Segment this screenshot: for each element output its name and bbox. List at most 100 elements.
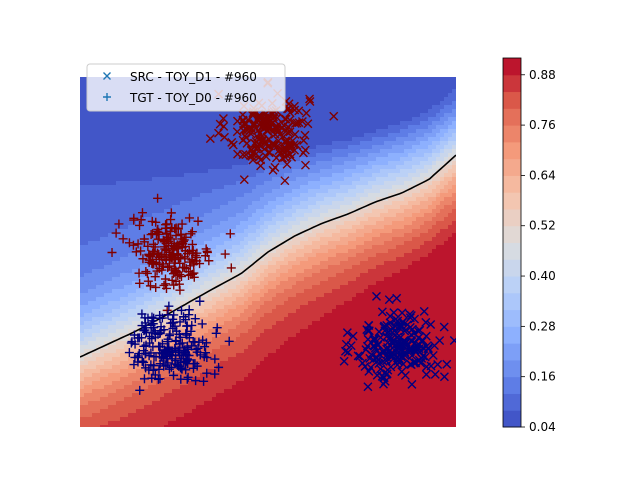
contour-cell [436, 109, 441, 114]
contour-cell [104, 233, 109, 238]
contour-cell [164, 201, 169, 206]
contour-cell [84, 261, 89, 266]
contour-cell [96, 285, 101, 290]
contour-cell [436, 137, 441, 142]
contour-cell [360, 125, 365, 130]
contour-cell [224, 149, 229, 154]
contour-cell [412, 89, 417, 94]
contour-cell [120, 125, 125, 130]
contour-cell [388, 157, 393, 162]
contour-cell [364, 281, 369, 286]
contour-cell [336, 193, 341, 198]
contour-cell [316, 225, 321, 230]
contour-cell [172, 121, 177, 126]
contour-cell [80, 185, 85, 190]
contour-cell [124, 157, 129, 162]
contour-cell [348, 157, 353, 162]
contour-cell [432, 157, 437, 162]
contour-cell [336, 201, 341, 206]
contour-cell [108, 273, 113, 278]
contour-cell [212, 145, 217, 150]
contour-cell [196, 113, 201, 118]
contour-cell [416, 225, 421, 230]
contour-cell [400, 113, 405, 118]
contour-cell [160, 145, 165, 150]
contour-cell [444, 181, 449, 186]
contour-cell [392, 93, 397, 98]
contour-cell [428, 193, 433, 198]
contour-cell [388, 177, 393, 182]
contour-cell [196, 181, 201, 186]
contour-cell [200, 125, 205, 130]
contour-cell [308, 169, 313, 174]
contour-cell [400, 149, 405, 154]
contour-cell [96, 117, 101, 122]
contour-cell [304, 109, 309, 114]
contour-cell [164, 113, 169, 118]
contour-cell [360, 137, 365, 142]
contour-cell [184, 189, 189, 194]
contour-cell [224, 205, 229, 210]
contour-cell [428, 93, 433, 98]
contour-cell [104, 145, 109, 150]
contour-cell [160, 185, 165, 190]
contour-cell [80, 169, 85, 174]
contour-cell [376, 265, 381, 270]
contour-cell [248, 261, 253, 266]
contour-cell [376, 285, 381, 290]
contour-cell [248, 257, 253, 262]
contour-cell [124, 245, 129, 250]
contour-cell [312, 113, 317, 118]
contour-cell [436, 77, 441, 82]
contour-cell [136, 285, 141, 290]
contour-cell [172, 189, 177, 194]
contour-cell [300, 273, 305, 278]
contour-cell [292, 205, 297, 210]
contour-cell [300, 157, 305, 162]
contour-cell [436, 285, 441, 290]
contour-cell [392, 249, 397, 254]
contour-cell [204, 141, 209, 146]
contour-cell [380, 229, 385, 234]
contour-cell [356, 101, 361, 106]
contour-cell [320, 281, 325, 286]
contour-cell [284, 81, 289, 86]
contour-cell [352, 193, 357, 198]
contour-cell [416, 237, 421, 242]
contour-cell [216, 189, 221, 194]
contour-cell [364, 269, 369, 274]
contour-cell [204, 261, 209, 266]
contour-cell [360, 209, 365, 214]
contour-cell [212, 113, 217, 118]
contour-cell [132, 189, 137, 194]
contour-cell [436, 173, 441, 178]
contour-cell [212, 177, 217, 182]
contour-cell [132, 205, 137, 210]
contour-cell [448, 245, 453, 250]
contour-cell [80, 117, 85, 122]
contour-cell [352, 141, 357, 146]
contour-cell [188, 145, 193, 150]
contour-cell [272, 253, 277, 258]
contour-cell [144, 281, 149, 286]
contour-cell [104, 209, 109, 214]
contour-cell [308, 249, 313, 254]
contour-cell [408, 161, 413, 166]
contour-cell [96, 125, 101, 130]
contour-cell [88, 269, 93, 274]
contour-cell [180, 117, 185, 122]
contour-cell [144, 221, 149, 226]
contour-cell [120, 261, 125, 266]
contour-cell [308, 225, 313, 230]
contour-cell [388, 229, 393, 234]
contour-cell [392, 209, 397, 214]
contour-cell [340, 157, 345, 162]
contour-cell [128, 193, 133, 198]
contour-cell [368, 77, 373, 82]
contour-cell [296, 237, 301, 242]
contour-cell [340, 237, 345, 242]
contour-cell [416, 221, 421, 226]
contour-cell [256, 225, 261, 230]
contour-cell [100, 221, 105, 226]
contour-cell [392, 149, 397, 154]
